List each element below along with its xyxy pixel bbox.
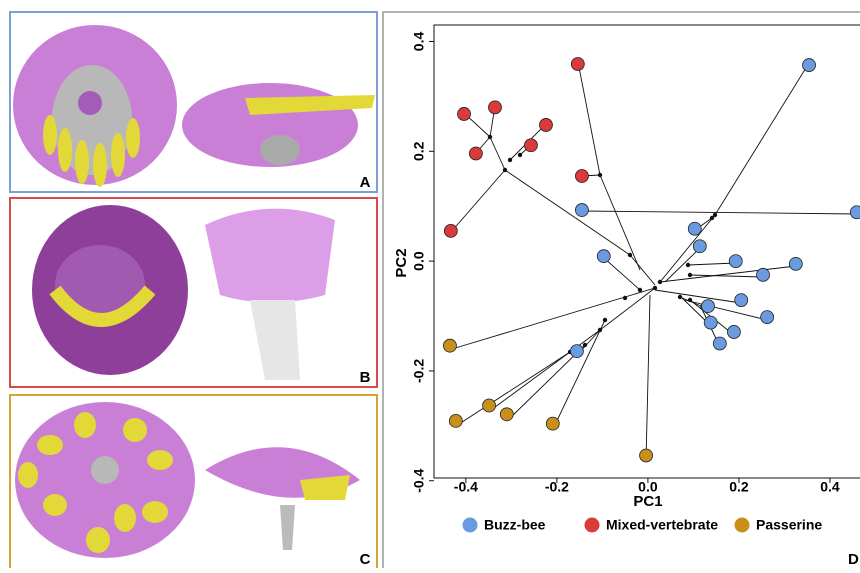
panel-label: C [360, 551, 371, 568]
point [803, 59, 816, 72]
figure: A B C D PC1 PC2 -0.4 -0.2 0.0 0.2 0.4 -0.4 -0.… [0, 0, 860, 568]
point [575, 170, 588, 183]
point [761, 311, 774, 324]
y-tick-label: 0.0 [411, 251, 427, 271]
legend-marker [463, 518, 478, 533]
point [850, 206, 860, 219]
point [735, 294, 748, 307]
point [757, 268, 770, 281]
point [727, 325, 740, 338]
point [713, 337, 726, 350]
point [524, 139, 537, 152]
point [571, 57, 584, 70]
x-tick-label: -0.2 [545, 479, 569, 495]
point [546, 417, 559, 430]
point [575, 204, 588, 217]
y-tick-label: 0.4 [411, 32, 427, 52]
x-axis-label: PC1 [633, 493, 662, 510]
point [500, 408, 513, 421]
point [458, 107, 471, 120]
flower-c [15, 402, 360, 558]
x-tick-label: 0.0 [638, 479, 658, 495]
point [789, 257, 802, 270]
legend-label: Buzz-bee [484, 517, 546, 533]
point [693, 240, 706, 253]
x-tick-label: 0.4 [820, 479, 840, 495]
point [483, 399, 496, 412]
panel-label: A [360, 174, 371, 191]
point [688, 222, 701, 235]
point [539, 118, 552, 131]
point [488, 101, 501, 114]
point [443, 339, 456, 352]
point [449, 414, 462, 427]
point [469, 147, 482, 160]
flower-a [13, 25, 375, 187]
point [729, 255, 742, 268]
point [570, 345, 583, 358]
legend-label: Mixed-vertebrate [606, 517, 718, 533]
panel-label: D [848, 551, 859, 568]
y-tick-label: -0.2 [411, 359, 427, 383]
flower-b [32, 205, 335, 380]
y-axis-label: PC2 [393, 248, 410, 277]
point [701, 300, 714, 313]
point [597, 250, 610, 263]
point [640, 449, 653, 462]
point [704, 316, 717, 329]
x-tick-label: 0.2 [729, 479, 749, 495]
x-tick-label: -0.4 [454, 479, 478, 495]
panel-label: B [360, 369, 371, 386]
y-tick-label: -0.4 [411, 468, 427, 492]
legend-marker [585, 518, 600, 533]
y-tick-label: 0.2 [411, 141, 427, 161]
legend-label: Passerine [756, 517, 822, 533]
legend-marker [735, 518, 750, 533]
point [444, 224, 457, 237]
